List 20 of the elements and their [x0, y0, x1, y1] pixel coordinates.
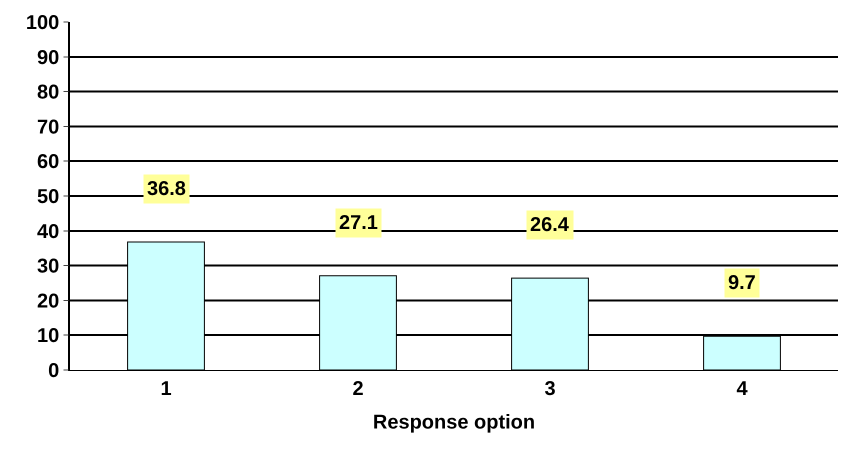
- y-tick-label: 80: [37, 82, 60, 104]
- data-label: 27.1: [339, 212, 378, 234]
- y-tick-label: 30: [37, 256, 60, 278]
- x-axis-title: Response option: [372, 412, 536, 434]
- y-tick-label: 70: [37, 116, 60, 138]
- x-tick-label: 3: [544, 378, 556, 400]
- data-label: 26.4: [530, 214, 570, 236]
- y-tick-label: 100: [26, 12, 60, 34]
- x-tick-label: 2: [352, 378, 364, 400]
- y-tick-label: 10: [37, 325, 60, 348]
- y-tick-label: 60: [37, 151, 60, 174]
- y-tick-label: 40: [37, 220, 60, 243]
- x-tick-label: 1: [160, 378, 172, 400]
- x-tick-label: 4: [736, 378, 748, 400]
- y-tick-label: 50: [37, 186, 60, 208]
- y-tick-label: 90: [37, 46, 60, 69]
- data-label: 9.7: [728, 272, 756, 294]
- y-tick-label: 0: [48, 360, 60, 382]
- y-tick-label: 20: [37, 290, 60, 312]
- data-label: 36.8: [147, 178, 186, 200]
